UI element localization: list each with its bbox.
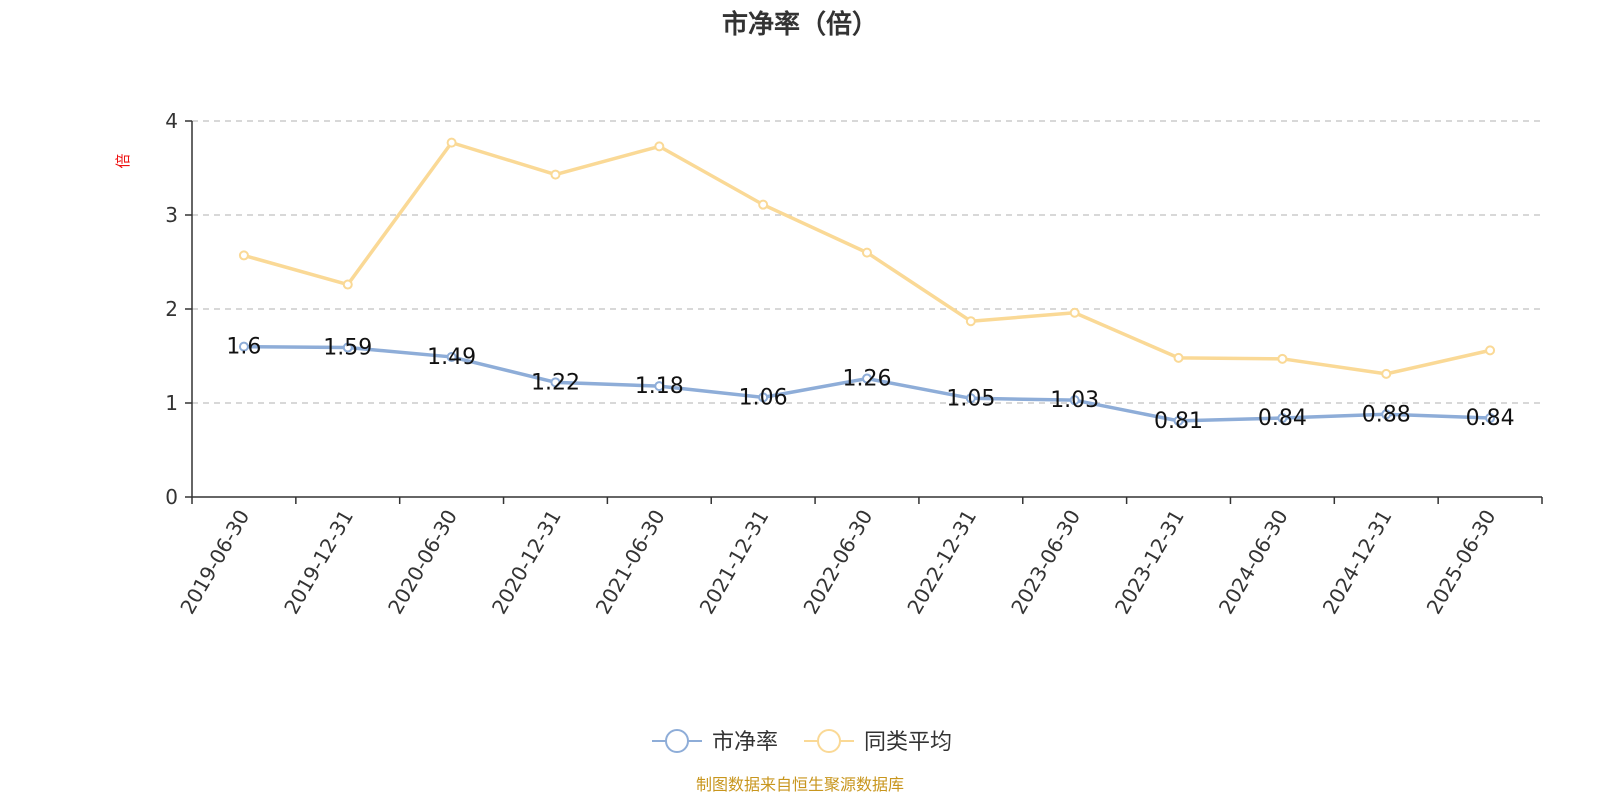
data-label: 1.05 (946, 386, 995, 411)
data-label: 1.22 (531, 370, 580, 395)
data-point[interactable] (1069, 307, 1080, 318)
data-point[interactable] (1381, 368, 1392, 379)
x-tick-label: 2019-06-30 (175, 506, 254, 619)
data-point[interactable] (965, 316, 976, 327)
data-label: 1.26 (843, 367, 892, 392)
data-point[interactable] (654, 141, 665, 152)
data-point[interactable] (654, 381, 665, 392)
legend-label: 市净率 (712, 730, 778, 755)
grid-lines (192, 120, 1542, 404)
data-point[interactable] (1277, 353, 1288, 364)
x-tick-label: 2020-06-30 (383, 505, 462, 618)
data-point[interactable] (1485, 345, 1496, 356)
data-point[interactable] (1381, 409, 1392, 420)
data-point[interactable] (862, 373, 872, 384)
data-point[interactable] (342, 342, 353, 353)
legend[interactable]: 市净率 同类平均 (652, 729, 952, 755)
data-point[interactable] (862, 247, 872, 258)
y-tick-label: 1 (165, 391, 178, 415)
series-line-1 (243, 140, 1491, 376)
data-label: 1.49 (427, 345, 476, 370)
data-point[interactable] (1173, 415, 1184, 426)
y-tick-label: 4 (165, 109, 178, 133)
x-tick-label: 2020-12-31 (487, 506, 566, 619)
data-point[interactable] (965, 393, 976, 404)
y-tick-label: 2 (165, 297, 178, 321)
y-tick-label: 3 (165, 203, 178, 227)
data-label: 0.84 (1258, 406, 1307, 431)
data-point[interactable] (1277, 413, 1288, 424)
legend-swatch-marker (665, 729, 689, 753)
legend-item-1[interactable]: 同类平均 (804, 729, 952, 755)
data-point[interactable] (446, 351, 457, 362)
x-tick-label: 2021-12-31 (695, 506, 774, 619)
data-label: 1.6 (226, 335, 261, 360)
legend-label: 同类平均 (864, 730, 952, 755)
x-tick-label: 2022-12-31 (902, 506, 981, 619)
data-point[interactable] (1069, 395, 1080, 406)
x-tick-label: 2021-06-30 (591, 506, 670, 619)
data-point[interactable] (238, 341, 249, 352)
y-axis-unit-label: 倍 (114, 153, 132, 168)
data-label: 1.59 (323, 336, 372, 361)
source-note: 制图数据来自恒生聚源数据库 (696, 775, 904, 794)
data-point[interactable] (550, 377, 561, 388)
x-tick-label: 2023-12-31 (1110, 506, 1189, 619)
data-point[interactable] (758, 199, 769, 210)
data-point[interactable] (550, 169, 561, 180)
series-lines (238, 137, 1496, 426)
x-tick-label: 2022-06-30 (798, 506, 877, 619)
x-tick-label: 2019-12-31 (279, 506, 358, 619)
data-point[interactable] (1173, 352, 1184, 363)
data-label: 0.81 (1154, 409, 1203, 434)
legend-item-0[interactable]: 市净率 (652, 729, 778, 755)
data-label: 1.18 (635, 374, 684, 399)
data-label: 0.88 (1362, 402, 1411, 427)
data-label: 1.06 (739, 385, 788, 410)
y-tick-label: 0 (165, 485, 178, 509)
data-point[interactable] (446, 137, 457, 148)
x-tick-label: 2025-06-30 (1422, 506, 1501, 619)
chart-title: 市净率（倍） (722, 9, 878, 40)
legend-swatch-marker (817, 729, 841, 753)
data-labels: 1.6 1.59 1.49 1.22 1.18 1.06 1.26 1.05 1.03 0.81 0… (226, 335, 1514, 434)
x-tick-label: 2023-06-30 (1006, 506, 1085, 619)
data-point[interactable] (1485, 413, 1496, 424)
data-point[interactable] (342, 279, 353, 290)
data-point[interactable] (238, 250, 249, 261)
data-label: 1.03 (1050, 388, 1099, 413)
axes: 0 1 2 3 4 2019-06-30 2019-12-31 2020-06-30 2020-… (165, 109, 1543, 619)
data-point[interactable] (758, 392, 769, 403)
x-tick-label: 2024-12-31 (1318, 506, 1397, 619)
data-label: 0.84 (1466, 406, 1515, 431)
x-tick-label: 2024-06-30 (1214, 506, 1293, 619)
